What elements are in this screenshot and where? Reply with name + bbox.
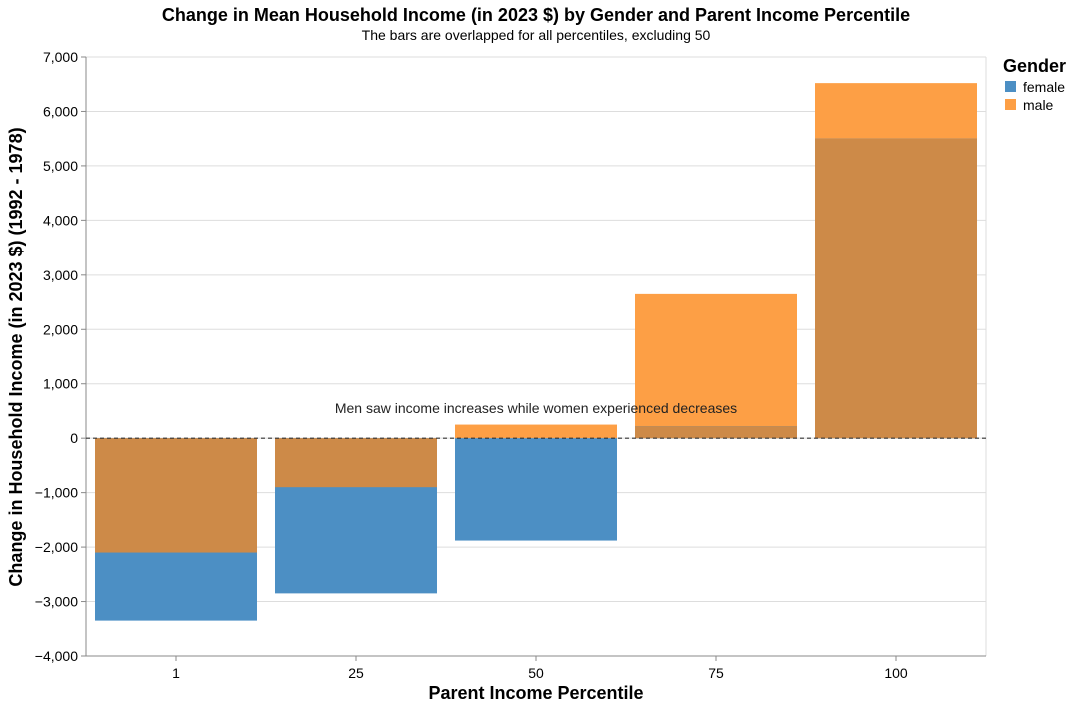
chart-title: Change in Mean Household Income (in 2023… bbox=[162, 5, 910, 25]
legend: Gender female male bbox=[1003, 56, 1066, 113]
bar-female-50 bbox=[455, 438, 617, 541]
bar-overlap-25 bbox=[275, 438, 437, 488]
x-tick-label: 50 bbox=[528, 665, 544, 681]
y-tick-label: −2,000 bbox=[35, 539, 78, 555]
bars bbox=[95, 83, 977, 621]
chart-subtitle: The bars are overlapped for all percenti… bbox=[362, 27, 711, 43]
y-tick-label: −3,000 bbox=[35, 594, 78, 610]
x-tick-label: 1 bbox=[172, 665, 180, 681]
y-tick-label: 5,000 bbox=[43, 158, 78, 174]
legend-label-female: female bbox=[1023, 79, 1065, 95]
y-tick-label: 3,000 bbox=[43, 267, 78, 283]
bar-male-50 bbox=[455, 424, 617, 439]
y-tick-label: 6,000 bbox=[43, 103, 78, 119]
y-axis-title: Change in Household Income (in 2023 $) (… bbox=[6, 127, 26, 586]
annotation-text: Men saw income increases while women exp… bbox=[335, 400, 737, 416]
x-tick-label: 100 bbox=[884, 665, 908, 681]
y-tick-label: 7,000 bbox=[43, 49, 78, 65]
x-tick-label: 75 bbox=[708, 665, 724, 681]
bar-overlap-75 bbox=[635, 426, 797, 439]
axes: 7,000 6,000 5,000 4,000 3,000 2,000 1,000 0 −1,0… bbox=[35, 49, 986, 681]
y-tick-label: 4,000 bbox=[43, 212, 78, 228]
y-tick-label: −4,000 bbox=[35, 648, 78, 664]
bar-overlap-1 bbox=[95, 438, 257, 553]
y-tick-label: −1,000 bbox=[35, 485, 78, 501]
legend-title: Gender bbox=[1003, 56, 1066, 76]
y-tick-label: 0 bbox=[70, 430, 78, 446]
bar-male-75 bbox=[635, 293, 797, 439]
x-axis-title: Parent Income Percentile bbox=[428, 683, 643, 703]
y-tick-label: 2,000 bbox=[43, 321, 78, 337]
y-tick-label: 1,000 bbox=[43, 376, 78, 392]
x-tick-label: 25 bbox=[348, 665, 364, 681]
legend-swatch-female bbox=[1005, 81, 1016, 92]
bar-overlap-100 bbox=[815, 138, 977, 439]
legend-swatch-male bbox=[1005, 99, 1016, 110]
legend-label-male: male bbox=[1023, 97, 1054, 113]
